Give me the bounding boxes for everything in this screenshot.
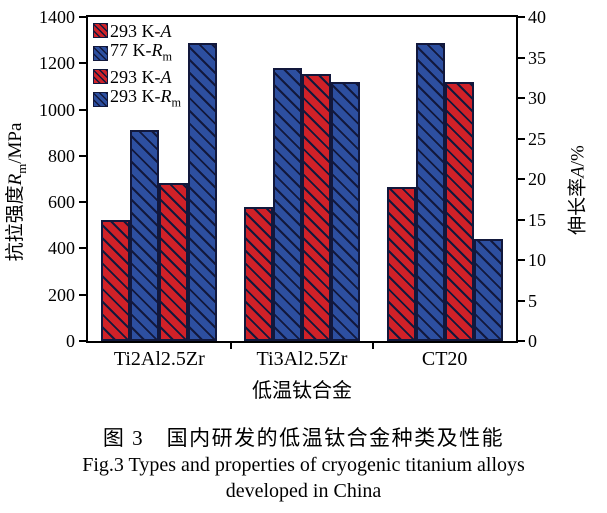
legend: 293 K-A 77 K-Rm 293 K-A 293 K-Rm xyxy=(93,19,181,111)
y-left-tick xyxy=(79,62,86,65)
x-tick-label-Ti3Al2.5Zr: Ti3Al2.5Zr xyxy=(256,348,348,370)
figure-caption: 图 3 国内研发的低温钛合金种类及性能 Fig.3 Types and prop… xyxy=(0,425,607,504)
y-right-tick-label: 15 xyxy=(528,209,546,230)
y-left-tick xyxy=(79,340,86,342)
bar-CT20-77 K-Rm xyxy=(415,42,445,341)
bar-CT20-293 K-A xyxy=(386,187,416,341)
legend-swatch-2 xyxy=(93,69,108,84)
y-right-tick-label: 25 xyxy=(528,128,546,149)
y-right-tick xyxy=(518,137,525,140)
bar-Ti3Al2.5Zr-77 K-Rm xyxy=(273,67,302,341)
caption-english-line2: developed in China xyxy=(225,480,382,502)
y-right-tick-label: 30 xyxy=(528,88,546,108)
y-right-tick-label: 20 xyxy=(528,169,546,189)
x-axis-label: 低温钛合金 xyxy=(252,380,352,402)
y-right-tick xyxy=(518,97,525,99)
bar-Ti3Al2.5Zr-293 K-A xyxy=(302,73,331,341)
y-right-tick xyxy=(518,259,525,261)
y-right-tick-label: 5 xyxy=(528,290,537,311)
y-right-tick xyxy=(518,340,525,342)
y-right-tick xyxy=(518,218,525,221)
y-left-tick-label: 1000 xyxy=(39,99,75,120)
legend-label-0: 293 K-A xyxy=(110,20,172,41)
x-tick xyxy=(372,343,375,349)
y-right-tick-label: 40 xyxy=(528,7,546,27)
legend-swatch-3 xyxy=(93,92,108,107)
y-left-tick xyxy=(79,108,86,111)
y-left-tick-label: 800 xyxy=(48,145,75,166)
y-right-tick xyxy=(518,16,525,18)
bar-Ti2Al2.5Zr-77 K-Rm xyxy=(130,130,160,341)
y-left-tick xyxy=(79,201,86,204)
legend-item-0: 293 K-A xyxy=(93,19,181,42)
y-left-tick-label: 1200 xyxy=(39,53,75,74)
legend-label-2: 293 K-A xyxy=(110,66,172,87)
bar-CT20-293 K-Rm xyxy=(473,239,503,341)
y-left-tick xyxy=(79,154,86,157)
plot-area: 293 K-A 77 K-Rm 293 K-A 293 K-Rm xyxy=(86,15,518,343)
bar-CT20-293 K-A xyxy=(444,81,474,341)
bar-Ti2Al2.5Zr-293 K-A xyxy=(101,219,131,341)
y-left-tick xyxy=(79,293,86,296)
y-right-tick-label: 10 xyxy=(528,250,546,270)
y-left-tick xyxy=(79,247,86,250)
legend-swatch-1 xyxy=(93,46,108,61)
y-right-tick-label: 0 xyxy=(528,331,537,351)
legend-label-1: 77 K-Rm xyxy=(110,40,173,64)
y-left-tick-label: 200 xyxy=(48,284,75,305)
caption-chinese: 图 3 国内研发的低温钛合金种类及性能 xyxy=(102,426,505,450)
y-left-tick-label: 1400 xyxy=(39,7,75,27)
bar-Ti3Al2.5Zr-293 K-A xyxy=(244,207,273,341)
caption-english-line1: Fig.3 Types and properties of cryogenic … xyxy=(82,454,525,476)
legend-item-3: 293 K-Rm xyxy=(93,86,182,111)
y-right-tick xyxy=(518,299,525,302)
y-left-tick-label: 600 xyxy=(48,192,75,213)
bar-Ti3Al2.5Zr-293 K-Rm xyxy=(331,81,360,341)
legend-item-1: 77 K-Rm xyxy=(93,40,181,65)
legend-item-2: 293 K-A xyxy=(93,65,181,88)
bar-Ti2Al2.5Zr-293 K-Rm xyxy=(188,42,218,341)
y-right-tick xyxy=(518,56,525,59)
legend-label-3: 293 K-Rm xyxy=(110,86,182,110)
y-left-tick-label: 400 xyxy=(48,238,75,259)
bar-Ti2Al2.5Zr-293 K-A xyxy=(159,183,189,341)
y-left-tick-label: 0 xyxy=(66,331,75,351)
y-left-tick xyxy=(79,16,86,18)
y-right-tick-label: 35 xyxy=(528,47,546,68)
y-right-tick xyxy=(518,178,525,180)
x-tick-label-CT20: CT20 xyxy=(421,348,468,370)
x-tick xyxy=(229,343,232,349)
x-tick-label-Ti2Al2.5Zr: Ti2Al2.5Zr xyxy=(113,348,205,370)
legend-swatch-0 xyxy=(93,23,108,38)
